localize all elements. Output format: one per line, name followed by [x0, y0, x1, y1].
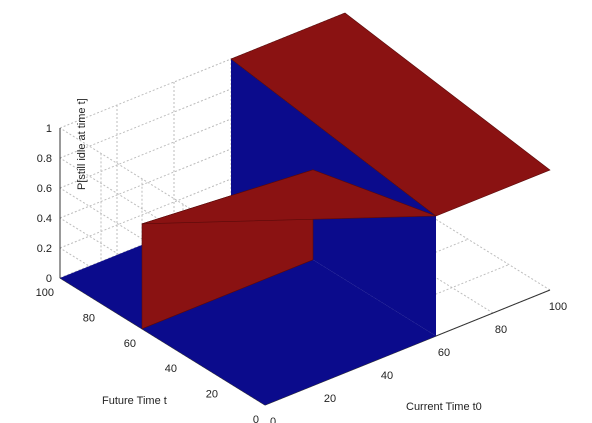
z-tick-label: 0.2: [37, 243, 52, 255]
y-tick-label: 0: [253, 414, 259, 423]
z-tick-label: 0: [46, 273, 52, 285]
z-tick-label: 0.4: [37, 213, 52, 225]
x-tick-label: 0: [270, 416, 276, 423]
x-tick-label: 20: [324, 393, 336, 405]
y-tick-label: 20: [206, 389, 218, 401]
high-surface: [230, 12, 551, 217]
x-axis-label: Current Time t0: [406, 401, 482, 413]
surfaces: [60, 12, 551, 405]
z-tick-label: 0.8: [37, 153, 52, 165]
high-top: [141, 169, 437, 225]
x-tick-label: 40: [381, 370, 393, 382]
y-axis-label: Future Time t: [102, 395, 167, 407]
y-tick-label: 40: [165, 363, 177, 375]
z-tick-label: 0.6: [37, 183, 52, 195]
z-axis-label: P[still idle at time t]: [76, 98, 88, 190]
z-tick-label: 1: [46, 123, 52, 135]
tick-labels: 0 20 40 60 80 100 0 20 40 60 80 100 0 0.2 0.4 0.6 0.8 1: [36, 123, 568, 423]
y-tick-label: 60: [124, 338, 136, 350]
x-tick-label: 80: [495, 324, 507, 336]
y-tick-label: 80: [83, 312, 95, 324]
y-tick-label: 100: [36, 287, 54, 299]
x-tick-label: 100: [549, 301, 567, 313]
x-tick-label: 60: [438, 347, 450, 359]
